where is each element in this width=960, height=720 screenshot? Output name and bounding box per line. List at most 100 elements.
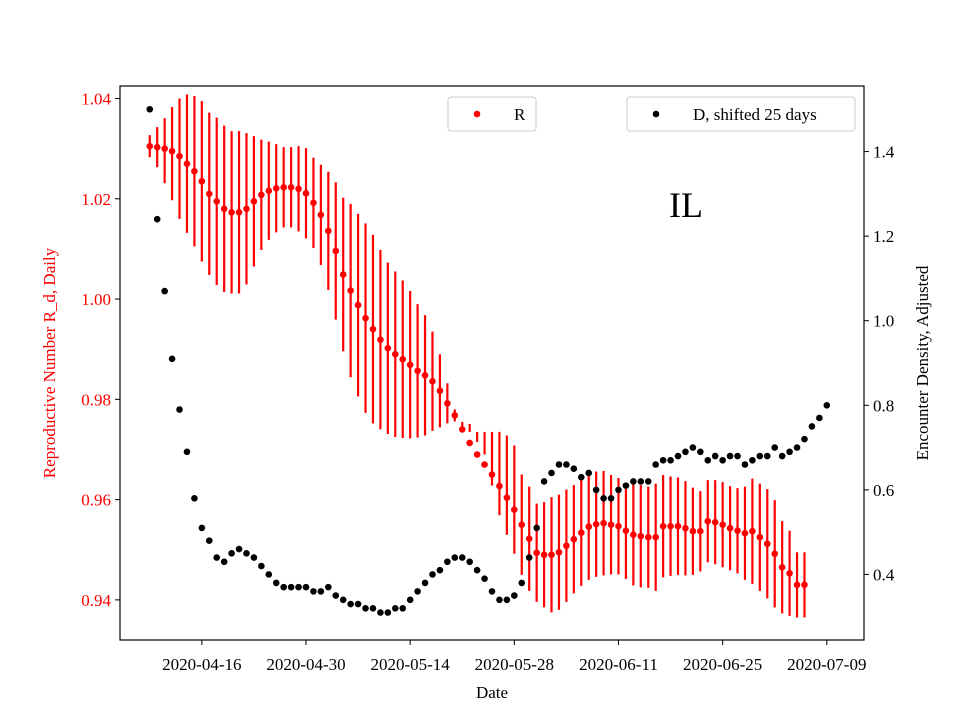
r-point [763, 540, 771, 548]
d-point [704, 456, 712, 464]
r-point [369, 325, 377, 333]
d-point [384, 609, 392, 616]
d-point [533, 524, 540, 532]
d-point [310, 588, 317, 595]
d-point [220, 558, 228, 566]
d-point [213, 554, 221, 561]
d-point [719, 456, 726, 464]
d-point [778, 452, 786, 460]
d-point [488, 588, 496, 595]
r-point [577, 529, 585, 537]
d-point [258, 562, 265, 570]
r-point [354, 301, 362, 309]
d-point [354, 600, 362, 608]
d-point [823, 401, 831, 409]
d-point [682, 448, 689, 456]
d-point [176, 406, 183, 413]
d-point [228, 550, 235, 557]
r-point [258, 191, 265, 199]
r-point [384, 344, 392, 352]
r-point [496, 482, 503, 490]
legend-r-label: R [514, 105, 526, 124]
d-point [570, 465, 578, 473]
y-right-tick-label: 1.2 [873, 227, 894, 246]
d-point [280, 583, 287, 591]
r-point [243, 205, 250, 213]
d-point [399, 604, 407, 612]
legend-d-box [626, 96, 856, 132]
r-point [555, 548, 563, 556]
r-point [801, 581, 808, 589]
r-point [399, 355, 407, 363]
r-point [161, 145, 168, 152]
r-point [347, 287, 354, 294]
r-point [682, 524, 689, 532]
r-point [473, 451, 481, 458]
d-point [630, 478, 637, 485]
d-point [644, 478, 652, 485]
r-point [466, 439, 473, 447]
y-left-tick-label: 1.02 [81, 190, 111, 209]
r-point [295, 185, 302, 193]
d-point [332, 592, 340, 599]
r-point [332, 247, 340, 255]
d-point [711, 452, 719, 460]
r-point [704, 517, 712, 525]
d-point [808, 423, 816, 430]
r-point [481, 461, 488, 468]
d-point [763, 452, 771, 460]
r-point [503, 494, 511, 501]
r-point [153, 143, 161, 151]
chart-annotation: IL [669, 185, 703, 225]
legend-d: D, shifted 25 days [626, 96, 856, 132]
d-point [741, 461, 749, 468]
r-point [540, 551, 548, 559]
r-point [436, 387, 444, 395]
d-point [548, 469, 555, 477]
r-point [741, 529, 749, 537]
r-point [362, 314, 369, 322]
y-left-axis-label: Reproductive Number R_d, Daily [40, 247, 59, 478]
r-point [697, 527, 704, 535]
r-point [444, 400, 451, 407]
d-point [362, 604, 369, 612]
d-point [250, 554, 258, 561]
d-point [451, 554, 459, 561]
d-point [689, 444, 697, 451]
d-point [793, 444, 801, 451]
plot-frame [119, 85, 865, 641]
r-point [168, 147, 176, 155]
d-point [585, 469, 593, 477]
y-left-tick-label: 1.04 [81, 90, 111, 109]
r-point [563, 542, 570, 550]
r-point [198, 177, 206, 185]
r-point [734, 527, 741, 535]
y-left-tick-label: 0.98 [81, 390, 111, 409]
r-point [719, 521, 726, 528]
r-point [637, 532, 645, 540]
d-point [302, 583, 310, 591]
d-point [391, 604, 399, 612]
x-axis: 2020-04-16 2020-04-30 2020-05-14 2020-05-28… [162, 640, 866, 674]
r-point [786, 570, 793, 577]
r-point [377, 336, 384, 343]
r-point [600, 519, 607, 527]
d-point [473, 566, 481, 574]
x-tick-label: 2020-05-28 [475, 655, 554, 674]
r-point [585, 523, 593, 530]
y-left-axis: 0.94 0.96 0.98 1.00 1.02 1.04 [81, 90, 120, 610]
r-point [726, 524, 734, 532]
r-point [525, 535, 533, 543]
d-point [198, 524, 206, 532]
r-point [228, 209, 235, 216]
y-right-tick-label: 0.4 [873, 565, 895, 584]
y-left-tick-label: 1.00 [81, 290, 111, 309]
d-point [339, 596, 347, 604]
d-point [414, 588, 421, 595]
r-series [146, 94, 808, 618]
d-point [347, 600, 354, 608]
y-right-axis: 0.4 0.6 0.8 1.0 1.2 1.4 [864, 143, 895, 584]
y-right-tick-label: 1.0 [873, 312, 894, 331]
r-point [265, 187, 273, 195]
x-tick-label: 2020-06-25 [683, 655, 762, 674]
